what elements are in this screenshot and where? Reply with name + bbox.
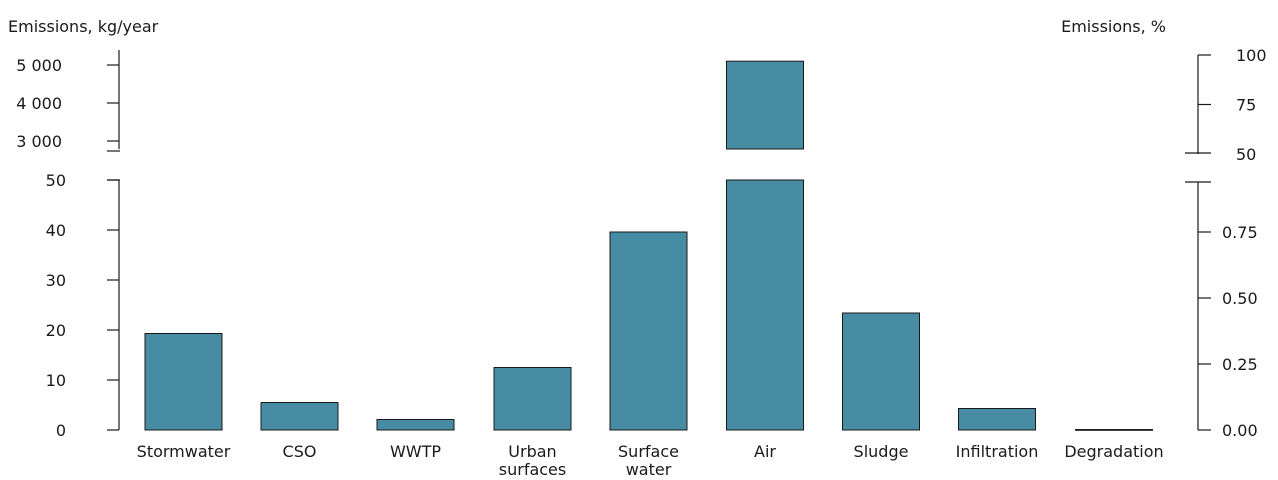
left-axis-tick-label: 5 000 [16,56,62,75]
category-label: Urban surfaces [499,442,566,479]
right-axis-tick-label: 0.00 [1222,421,1258,440]
left-axis-title: Emissions, kg/year [8,17,159,36]
category-label: Degradation [1064,442,1163,461]
left-axis-tick-label: 3 000 [16,132,62,151]
left-axis-tick-label: 20 [46,321,66,340]
bar [609,231,688,431]
bar [376,419,455,431]
category-label: WWTP [390,442,441,461]
left-axis-tick-label: 0 [56,421,66,440]
left-axis-tick-label: 40 [46,221,66,240]
right-axis-tick-label: 0.25 [1222,355,1258,374]
category-label: Surface water [618,442,679,479]
category-label: CSO [283,442,317,461]
bars [144,60,1153,431]
category-labels: Stormwater CSO WWTP Urban surfaces Surface wat… [137,442,1164,479]
right-axis-tick-label: 75 [1236,96,1256,115]
right-axis-tick-label: 50 [1236,145,1256,164]
bar [260,402,339,431]
bar [958,408,1036,431]
left-axis-tick-label: 50 [46,171,66,190]
right-axis-title: Emissions, % [1061,17,1166,36]
bar [493,367,572,431]
category-label: Air [754,442,776,461]
bar [726,60,804,150]
category-label: Infiltration [956,442,1039,461]
right-axis-tick-label: 100 [1236,46,1267,65]
category-label: Sludge [854,442,909,461]
category-label: Stormwater [137,442,231,461]
bar [726,179,804,431]
bar [1075,429,1153,431]
left-axis-tick-label: 30 [46,271,66,290]
axes: 0 10 20 30 40 50 3 000 4 000 5 000 0.00 0.25 0.50 0.… [16,46,1266,440]
right-axis-tick-label: 0.50 [1222,289,1258,308]
right-axis-tick-label: 0.75 [1222,223,1258,242]
left-axis-tick-label: 10 [46,371,66,390]
bar [144,333,223,431]
left-axis-tick-label: 4 000 [16,94,62,113]
bar [842,312,920,431]
